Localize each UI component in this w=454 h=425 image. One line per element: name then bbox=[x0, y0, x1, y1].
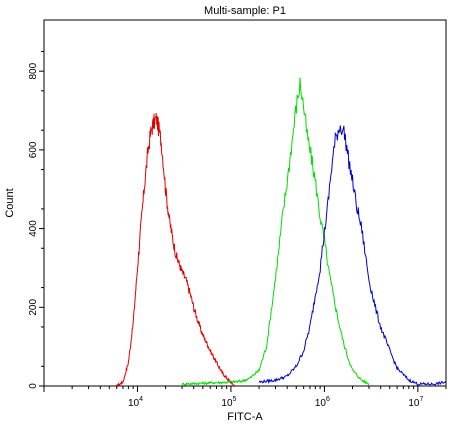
chart-title: Multi-sample: P1 bbox=[204, 5, 286, 17]
y-axis: 0 200 400 600 800 bbox=[28, 50, 44, 389]
x-tick-label: 104 bbox=[128, 396, 143, 409]
x-axis-label: FITC-A bbox=[227, 411, 263, 423]
y-tick-label: 600 bbox=[28, 141, 39, 158]
x-tick-exponent: 7 bbox=[419, 396, 423, 403]
x-tick-exponent: 4 bbox=[139, 396, 143, 403]
x-axis: 104 105 106 107 bbox=[43, 386, 447, 409]
x-tick-label: 106 bbox=[315, 396, 330, 409]
y-tick-label: 0 bbox=[28, 383, 39, 389]
x-tick-exponent: 6 bbox=[326, 396, 330, 403]
y-tick-label: 200 bbox=[28, 299, 39, 316]
series-2-line bbox=[181, 77, 370, 386]
y-tick-label: 400 bbox=[28, 220, 39, 237]
series-1-line bbox=[116, 112, 236, 388]
series-layer bbox=[116, 77, 447, 388]
y-axis-label: Count bbox=[4, 188, 16, 217]
x-tick-label: 105 bbox=[221, 396, 236, 409]
plot-frame bbox=[43, 19, 447, 387]
x-tick-label: 107 bbox=[408, 396, 423, 409]
x-tick-exponent: 5 bbox=[233, 396, 237, 403]
series-3-line bbox=[258, 125, 447, 386]
y-tick-label: 800 bbox=[28, 62, 39, 79]
